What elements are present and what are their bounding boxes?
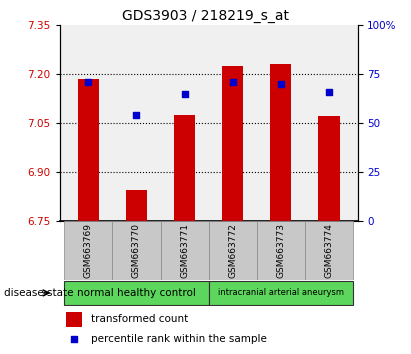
Bar xyxy=(209,281,353,305)
Text: transformed count: transformed count xyxy=(91,314,188,325)
Bar xyxy=(222,66,243,221)
Point xyxy=(181,91,188,96)
Text: percentile rank within the sample: percentile rank within the sample xyxy=(91,334,267,344)
Bar xyxy=(318,116,339,221)
Bar xyxy=(161,221,209,280)
Point xyxy=(85,79,92,85)
Point xyxy=(70,337,77,342)
Bar xyxy=(126,190,147,221)
Bar xyxy=(256,221,305,280)
Bar xyxy=(65,281,209,305)
Text: GSM663773: GSM663773 xyxy=(276,223,285,278)
Text: intracranial arterial aneurysm: intracranial arterial aneurysm xyxy=(218,289,344,297)
Point xyxy=(326,89,332,95)
Text: GSM663770: GSM663770 xyxy=(132,223,141,278)
Bar xyxy=(209,221,256,280)
Text: GSM663774: GSM663774 xyxy=(324,223,333,278)
Bar xyxy=(174,115,195,221)
Text: normal healthy control: normal healthy control xyxy=(77,288,196,298)
Text: GSM663771: GSM663771 xyxy=(180,223,189,278)
Point xyxy=(229,79,236,85)
Bar xyxy=(65,312,82,327)
Text: GDS3903 / 218219_s_at: GDS3903 / 218219_s_at xyxy=(122,9,289,23)
Bar xyxy=(78,79,99,221)
Point xyxy=(277,81,284,87)
Text: disease state: disease state xyxy=(4,288,74,298)
Bar xyxy=(305,221,353,280)
Bar xyxy=(270,64,291,221)
Bar xyxy=(65,221,113,280)
Text: GSM663772: GSM663772 xyxy=(228,223,237,278)
Text: GSM663769: GSM663769 xyxy=(84,223,93,278)
Bar xyxy=(113,221,161,280)
Point xyxy=(133,112,140,118)
